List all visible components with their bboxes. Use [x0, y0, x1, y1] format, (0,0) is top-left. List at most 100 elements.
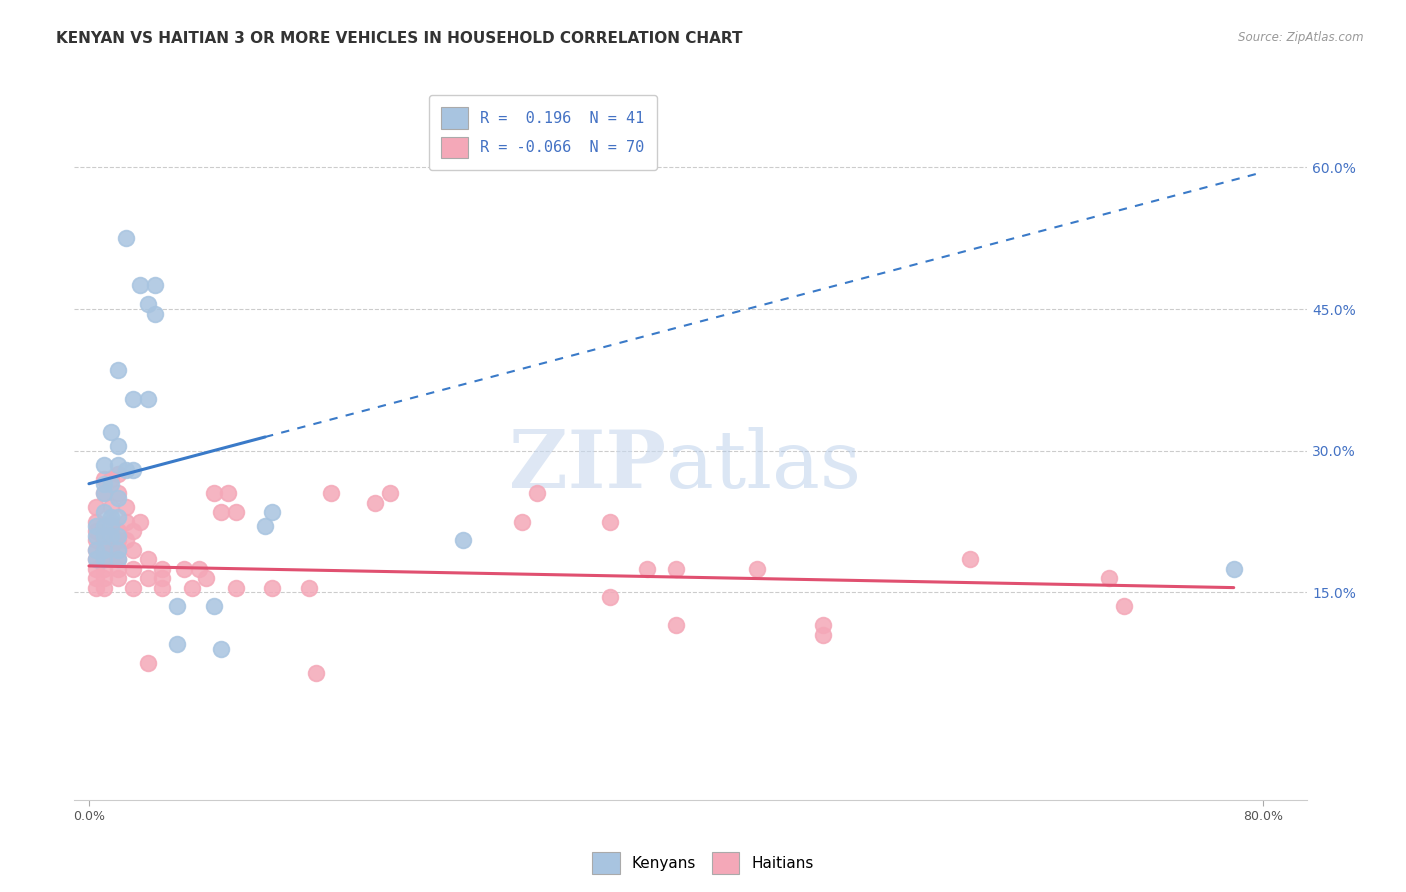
- Point: [84, 519, 107, 533]
- Point: [93, 571, 115, 585]
- Legend: Kenyans, Haitians: Kenyans, Haitians: [586, 846, 820, 880]
- Point: [107, 524, 129, 538]
- Point: [100, 515, 122, 529]
- Point: [100, 519, 122, 533]
- Point: [166, 637, 188, 651]
- Point: [100, 529, 122, 543]
- Point: [526, 486, 548, 500]
- Point: [84, 571, 107, 585]
- Point: [107, 486, 129, 500]
- Point: [136, 571, 159, 585]
- Point: [107, 533, 129, 548]
- Point: [166, 599, 188, 614]
- Point: [100, 500, 122, 515]
- Point: [665, 562, 688, 576]
- Point: [136, 392, 159, 406]
- Point: [100, 533, 122, 548]
- Point: [93, 552, 115, 566]
- Point: [180, 581, 202, 595]
- Point: [745, 562, 768, 576]
- Point: [100, 425, 122, 439]
- Point: [93, 519, 115, 533]
- Point: [93, 562, 115, 576]
- Point: [93, 581, 115, 595]
- Point: [150, 581, 173, 595]
- Point: [107, 363, 129, 377]
- Text: atlas: atlas: [666, 426, 860, 505]
- Point: [173, 562, 195, 576]
- Point: [93, 533, 115, 548]
- Point: [107, 571, 129, 585]
- Point: [84, 533, 107, 548]
- Point: [84, 515, 107, 529]
- Point: [114, 231, 136, 245]
- Point: [84, 524, 107, 538]
- Point: [209, 505, 232, 519]
- Point: [143, 307, 166, 321]
- Point: [811, 618, 834, 632]
- Point: [93, 529, 115, 543]
- Point: [107, 552, 129, 566]
- Point: [599, 590, 621, 604]
- Point: [100, 476, 122, 491]
- Point: [100, 542, 122, 557]
- Point: [202, 599, 225, 614]
- Text: ZIP: ZIP: [509, 426, 666, 505]
- Point: [114, 533, 136, 548]
- Point: [217, 486, 239, 500]
- Point: [225, 581, 247, 595]
- Point: [122, 524, 145, 538]
- Point: [122, 462, 145, 476]
- Point: [959, 552, 981, 566]
- Point: [100, 524, 122, 538]
- Point: [636, 562, 658, 576]
- Point: [93, 505, 115, 519]
- Point: [319, 486, 342, 500]
- Point: [451, 533, 474, 548]
- Point: [262, 581, 284, 595]
- Point: [100, 552, 122, 566]
- Point: [93, 458, 115, 472]
- Point: [202, 486, 225, 500]
- Point: [107, 467, 129, 482]
- Point: [84, 552, 107, 566]
- Point: [510, 515, 533, 529]
- Point: [378, 486, 401, 500]
- Point: [100, 509, 122, 524]
- Point: [93, 486, 115, 500]
- Point: [84, 542, 107, 557]
- Point: [122, 392, 145, 406]
- Point: [209, 642, 232, 657]
- Point: [298, 581, 321, 595]
- Point: [114, 515, 136, 529]
- Point: [122, 562, 145, 576]
- Point: [1222, 562, 1244, 576]
- Point: [107, 542, 129, 557]
- Point: [114, 500, 136, 515]
- Point: [225, 505, 247, 519]
- Text: Source: ZipAtlas.com: Source: ZipAtlas.com: [1239, 31, 1364, 45]
- Point: [262, 505, 284, 519]
- Point: [1098, 571, 1121, 585]
- Point: [305, 665, 328, 680]
- Point: [93, 542, 115, 557]
- Point: [122, 542, 145, 557]
- Point: [599, 515, 621, 529]
- Point: [93, 486, 115, 500]
- Point: [84, 529, 107, 543]
- Point: [100, 472, 122, 486]
- Point: [364, 495, 387, 509]
- Point: [136, 297, 159, 311]
- Point: [665, 618, 688, 632]
- Point: [93, 552, 115, 566]
- Point: [107, 509, 129, 524]
- Point: [107, 458, 129, 472]
- Point: [150, 562, 173, 576]
- Point: [93, 542, 115, 557]
- Point: [136, 656, 159, 670]
- Point: [129, 515, 152, 529]
- Point: [107, 491, 129, 505]
- Point: [129, 278, 152, 293]
- Point: [84, 552, 107, 566]
- Point: [93, 524, 115, 538]
